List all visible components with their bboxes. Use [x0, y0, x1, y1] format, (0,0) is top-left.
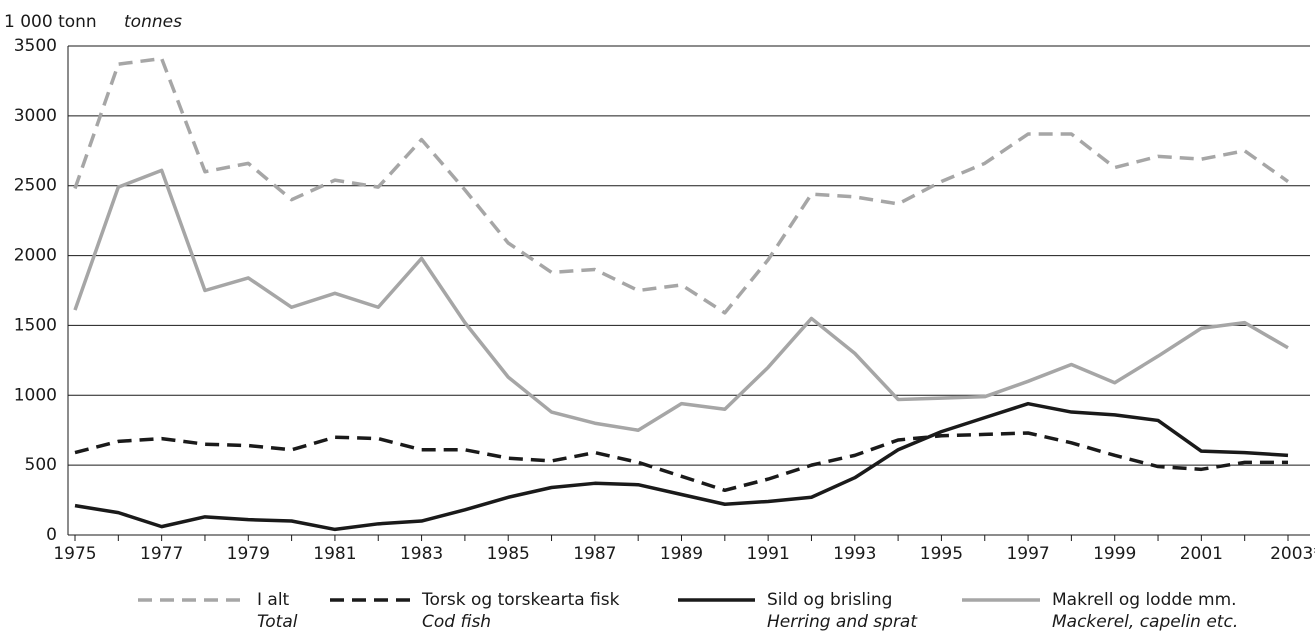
x-tick-label: 1993	[833, 544, 876, 564]
x-tick-label: 1991	[747, 544, 790, 564]
y-tick-label: 500	[25, 455, 57, 475]
legend-label: I alt	[257, 590, 290, 610]
y-tick-label: 3500	[14, 36, 57, 56]
x-tick-label: 1977	[140, 544, 183, 564]
legend-label-en: Total	[257, 612, 298, 632]
y-axis-label: 1 000 tonn	[4, 12, 97, 32]
series-line	[74, 401, 1289, 532]
legend-label-en: Mackerel, capelin etc.	[1052, 612, 1238, 632]
y-tick-label: 2000	[14, 246, 57, 266]
x-tick-label: 1997	[1006, 544, 1049, 564]
x-tick-label: 1985	[487, 544, 530, 564]
x-tick-label: 1975	[53, 544, 96, 564]
x-tick-label: 1987	[573, 544, 616, 564]
legend-label-en: Cod fish	[422, 612, 491, 632]
series-line	[74, 431, 1288, 493]
legend-label: Makrell og lodde mm.	[1052, 590, 1237, 610]
x-tick-label: 1995	[920, 544, 963, 564]
legend-label: Sild og brisling	[767, 590, 892, 610]
legend-label-en: Herring and sprat	[767, 612, 918, 632]
x-tick-label: 2001	[1180, 544, 1223, 564]
x-tick-label: 1999	[1093, 544, 1136, 564]
y-tick-label: 3000	[14, 106, 57, 126]
y-tick-label: 1500	[14, 315, 57, 335]
x-tick-label: 1981	[313, 544, 356, 564]
y-tick-label: 0	[46, 525, 57, 545]
y-tick-label: 1000	[14, 385, 57, 405]
x-tick-label: 1979	[227, 544, 270, 564]
x-tick-label: 1989	[660, 544, 703, 564]
y-axis-label-en: tonnes	[124, 12, 182, 32]
x-tick-label: 1983	[400, 544, 443, 564]
y-tick-label: 2500	[14, 176, 57, 196]
series-line	[73, 168, 1289, 432]
series-line	[73, 56, 1290, 315]
legend-label: Torsk og torskearta fisk	[421, 590, 620, 610]
x-tick-label: 2003*	[1270, 544, 1315, 564]
